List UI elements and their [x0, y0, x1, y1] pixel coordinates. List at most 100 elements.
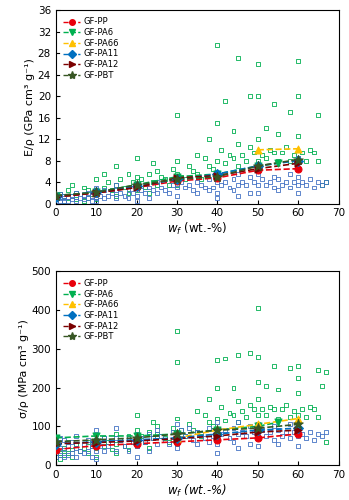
Point [166, 440, 172, 448]
Point [255, 395, 261, 403]
Point [134, 184, 139, 192]
Point [94, 454, 99, 462]
Point [69, 438, 75, 446]
Point [134, 442, 139, 450]
Point [53, 192, 59, 200]
Point [215, 428, 220, 436]
Point [255, 426, 261, 434]
Point [263, 124, 269, 132]
Point [73, 193, 79, 201]
Point [114, 448, 119, 456]
Point [243, 432, 248, 440]
Legend: GF-PP, GF-PA6, GF-PA66, GF-PA11, GF-PA12, GF-PBT: GF-PP, GF-PA6, GF-PA66, GF-PA11, GF-PA12… [60, 14, 122, 83]
Point [307, 428, 313, 436]
Point [255, 181, 261, 189]
Point [312, 436, 317, 444]
Point [130, 438, 135, 446]
Point [255, 420, 261, 428]
Point [118, 189, 123, 197]
Point [190, 186, 196, 194]
Point [215, 170, 220, 178]
Point [315, 178, 321, 186]
Point [154, 422, 159, 430]
Point [283, 178, 289, 186]
Point [134, 192, 139, 200]
Point [94, 196, 99, 203]
Point [227, 408, 232, 416]
Point [239, 428, 244, 436]
Point [255, 422, 261, 430]
Point [102, 434, 107, 442]
Point [150, 186, 156, 194]
Point [243, 181, 248, 189]
Point [255, 146, 261, 154]
Point [255, 162, 261, 170]
Point [215, 156, 220, 164]
Point [312, 405, 317, 413]
Point [94, 455, 99, 463]
Point [247, 92, 252, 100]
Point [65, 193, 71, 201]
Point [53, 454, 59, 462]
Point [178, 426, 184, 434]
Point [235, 140, 240, 148]
Point [69, 196, 75, 203]
Point [53, 192, 59, 200]
Point [255, 60, 261, 68]
Point [134, 182, 139, 190]
Point [174, 428, 180, 436]
Point [287, 156, 293, 164]
Point [150, 434, 156, 442]
Point [94, 426, 99, 434]
Point [94, 184, 99, 192]
Point [295, 390, 301, 398]
Point [320, 181, 325, 189]
Point [215, 41, 220, 49]
Point [86, 450, 91, 458]
Point [134, 434, 139, 442]
Point [154, 430, 159, 438]
Point [207, 186, 212, 194]
Point [65, 197, 71, 205]
Point [126, 448, 131, 456]
Point [275, 130, 281, 138]
Point [267, 178, 273, 186]
Point [194, 428, 200, 436]
Point [110, 438, 115, 446]
Point [53, 194, 59, 202]
Point [215, 170, 220, 178]
Point [303, 156, 309, 164]
Point [275, 386, 281, 394]
Point [166, 438, 172, 446]
Point [299, 148, 305, 156]
Point [235, 181, 240, 189]
Point [324, 368, 329, 376]
Point [259, 405, 265, 413]
Point [235, 54, 240, 62]
Point [231, 384, 236, 392]
Point [114, 440, 119, 448]
Point [174, 156, 180, 164]
Point [275, 160, 281, 168]
Point [255, 424, 261, 432]
Point [94, 176, 99, 184]
Point [247, 348, 252, 356]
Point [77, 448, 83, 456]
Point [215, 430, 220, 438]
Point [215, 172, 220, 179]
Point [57, 444, 63, 452]
Point [315, 111, 321, 119]
Point [146, 430, 151, 438]
Point [295, 156, 301, 164]
Point [207, 395, 212, 403]
Point [89, 190, 95, 198]
Point [287, 434, 293, 442]
Point [134, 430, 139, 438]
Point [207, 176, 212, 184]
Point [174, 430, 180, 438]
Point [320, 432, 325, 440]
Point [174, 184, 180, 192]
Point [142, 438, 148, 446]
Point [94, 438, 99, 446]
Point [53, 442, 59, 450]
